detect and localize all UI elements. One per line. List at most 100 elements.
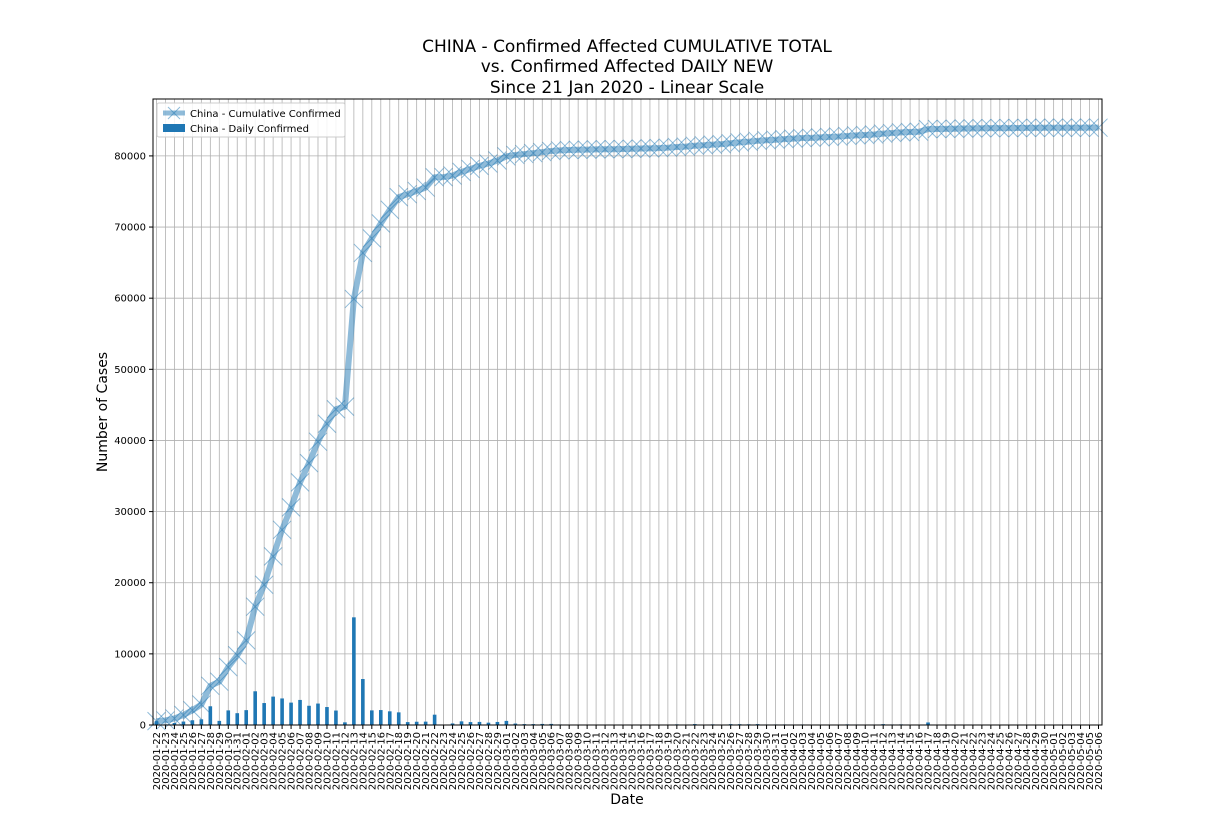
cumulative-line <box>156 124 1099 725</box>
daily-bar <box>307 705 311 725</box>
daily-bar <box>316 703 320 725</box>
cumulative-marker <box>640 139 660 158</box>
x-tick-label: 2020-03-11 <box>592 732 603 790</box>
x-tick-label: 2020-02-20 <box>412 732 423 790</box>
x-tick-label: 2020-03-25 <box>717 732 728 790</box>
x-tick-label: 2020-04-09 <box>852 732 863 790</box>
cumulative-marker <box>380 200 400 220</box>
x-tick-label: 2020-04-30 <box>1040 732 1051 790</box>
cumulative-marker <box>1080 118 1099 138</box>
x-tick-label: 2020-04-22 <box>968 732 979 790</box>
cumulative-marker <box>174 705 193 725</box>
x-tick-label: 2020-03-16 <box>636 732 647 790</box>
daily-bar <box>280 698 284 725</box>
y-tick-label: 70000 <box>114 223 146 234</box>
x-tick-label: 2020-03-23 <box>699 732 710 790</box>
daily-bar <box>208 706 213 725</box>
x-tick-label: 2020-01-24 <box>170 732 181 790</box>
x-tick-label: 2020-04-24 <box>986 732 997 790</box>
x-tick-label: 2020-04-26 <box>1004 732 1015 790</box>
x-tick-label: 2020-02-10 <box>322 732 333 790</box>
cumulative-marker <box>1008 118 1028 138</box>
cumulative-marker <box>335 397 355 416</box>
cumulative-marker <box>550 141 570 160</box>
x-tick-label: 2020-04-28 <box>1022 732 1033 790</box>
x-tick-label: 2020-04-08 <box>843 732 854 790</box>
x-tick-label: 2020-04-02 <box>789 732 800 790</box>
cumulative-marker <box>1062 118 1081 138</box>
daily-bar <box>253 691 257 725</box>
x-tick-label: 2020-05-01 <box>1049 732 1060 790</box>
x-tick-label: 2020-04-27 <box>1013 732 1024 790</box>
cumulative-marker <box>820 127 839 147</box>
x-tick-label: 2020-03-22 <box>690 732 701 790</box>
daily-bar <box>235 713 240 725</box>
x-tick-label: 2020-04-13 <box>888 732 899 790</box>
cumulative-marker <box>523 143 543 163</box>
cumulative-marker <box>308 432 328 452</box>
cumulative-marker <box>604 139 624 159</box>
x-tick-label: 2020-02-15 <box>367 732 378 790</box>
cumulative-marker <box>622 139 642 159</box>
cumulative-marker <box>488 151 507 170</box>
x-tick-label: 2020-03-09 <box>574 732 585 790</box>
daily-bar <box>486 722 491 725</box>
daily-bar <box>504 720 509 725</box>
daily-bar <box>370 710 374 725</box>
x-tick-label: 2020-01-22 <box>152 732 163 790</box>
daily-bar <box>405 722 410 725</box>
daily-bar <box>334 710 338 725</box>
cumulative-marker <box>281 498 301 517</box>
x-tick-label: 2020-05-02 <box>1058 732 1069 790</box>
daily-bar <box>495 721 500 725</box>
y-tick-label: 40000 <box>114 436 146 447</box>
x-tick-label: 2020-03-18 <box>654 732 665 790</box>
cumulative-marker <box>1053 118 1072 138</box>
x-tick-label: 2020-04-14 <box>897 732 908 790</box>
x-tick-label: 2020-03-03 <box>520 732 531 790</box>
cumulative-marker <box>802 128 821 148</box>
x-tick-label: 2020-03-20 <box>672 732 683 790</box>
x-tick-label: 2020-02-05 <box>278 732 289 790</box>
cumulative-marker <box>1026 118 1046 138</box>
x-tick-label: 2020-02-13 <box>349 732 360 790</box>
cumulative-marker <box>1017 118 1037 138</box>
cumulative-marker <box>945 119 965 139</box>
x-tick-label: 2020-03-08 <box>565 732 576 790</box>
x-tick-label: 2020-02-26 <box>466 732 477 790</box>
cumulative-marker <box>263 547 283 566</box>
daily-bar <box>549 723 554 725</box>
cumulative-marker <box>873 124 893 143</box>
cumulative-marker <box>981 118 1001 138</box>
y-axis-label: Number of Cases <box>95 352 111 472</box>
x-tick-label: 2020-04-04 <box>807 732 818 790</box>
x-tick-label: 2020-03-12 <box>601 732 612 790</box>
x-tick-label: 2020-02-12 <box>340 732 351 790</box>
x-tick-label: 2020-02-08 <box>305 732 316 790</box>
x-tick-label: 2020-02-11 <box>331 732 342 790</box>
x-tick-label: 2020-04-03 <box>798 732 809 790</box>
daily-bar <box>226 710 231 725</box>
cumulative-marker <box>811 128 830 147</box>
cumulative-marker <box>990 118 1010 138</box>
legend-label-daily: China - Daily Confirmed <box>190 124 309 135</box>
x-tick-label: 2020-02-09 <box>313 732 324 790</box>
x-tick-label: 2020-02-18 <box>394 732 405 790</box>
cumulative-marker <box>712 134 732 154</box>
cumulative-marker <box>936 119 956 139</box>
x-tick-label: 2020-04-20 <box>950 732 961 790</box>
daily-bar <box>361 679 365 725</box>
x-tick-label: 2020-02-22 <box>430 732 441 790</box>
daily-bar <box>325 707 329 725</box>
x-tick-label: 2020-03-24 <box>708 732 719 790</box>
x-tick-label: 2020-01-28 <box>206 732 217 790</box>
cumulative-marker <box>200 676 220 696</box>
daily-bar <box>190 720 195 725</box>
cumulative-marker <box>183 700 202 720</box>
cumulative-marker <box>963 119 983 138</box>
cumulative-markers <box>147 118 1108 731</box>
x-tick-label: 2020-02-03 <box>260 732 271 790</box>
x-tick-label: 2020-02-24 <box>448 732 459 790</box>
cumulative-marker <box>918 119 938 139</box>
daily-bar <box>217 720 222 725</box>
